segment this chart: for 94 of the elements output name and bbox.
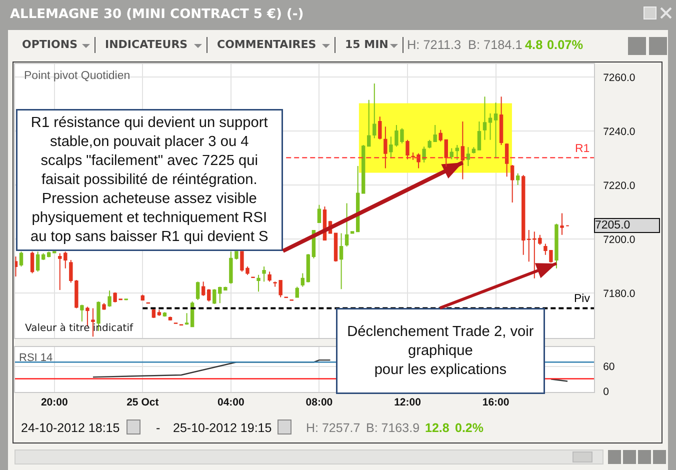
candlestick (339, 232, 344, 290)
candlestick (450, 148, 454, 160)
candlestick (482, 96, 487, 140)
text: 0.2% (455, 421, 484, 435)
candlestick (344, 202, 349, 247)
candlestick (140, 294, 144, 301)
candlestick (455, 144, 460, 160)
text: 25-10-2012 19:15 (173, 421, 272, 435)
candlestick (362, 144, 366, 194)
candlestick (46, 251, 51, 258)
candlestick (162, 312, 167, 318)
candlestick (207, 288, 211, 302)
candlestick (356, 166, 360, 232)
text: RSI 14 (19, 352, 53, 364)
candlestick (494, 102, 498, 159)
candlestick (196, 281, 200, 300)
text: OPTIONS (22, 38, 78, 51)
candlestick (268, 271, 272, 282)
text: - (156, 421, 160, 435)
candlestick (36, 251, 40, 272)
candlestick (212, 288, 216, 304)
annotation: Point pivot Quotidien (24, 70, 130, 82)
y-tick-label: 7180.0 (603, 288, 636, 300)
candlestick (124, 298, 128, 301)
candlestick (372, 82, 376, 139)
text: B: 7163.9 (366, 421, 420, 435)
text: 15 MIN (345, 38, 388, 51)
text: 12.8 (425, 421, 450, 435)
annotation: R1 résistance qui devient un support stable,on pouvait placer 3 ou 4 scalps "facilement" avec 7225 qui faisait possibilité de réintégration. Pression acheteuse assez visible physiquement et techniquement RSI au top sans baisser R1 qui devient S (30, 115, 268, 245)
candlestick (460, 121, 465, 180)
candlestick (102, 302, 106, 310)
text: 4.8 (525, 38, 543, 52)
candlestick (472, 146, 476, 154)
text: B: 7184.1 (468, 38, 522, 52)
candlestick (64, 251, 68, 269)
x-tick-label: 08:00 (306, 396, 333, 409)
y-tick-label: 7260.0 (603, 72, 636, 84)
candlestick (510, 164, 514, 203)
text: H: 7211.3 (407, 38, 462, 52)
candlestick (466, 146, 470, 167)
candlestick (157, 309, 162, 316)
x-tick-label: 12:00 (394, 396, 422, 409)
candlestick (19, 251, 24, 267)
text: COMMENTAIRES (217, 38, 316, 51)
candlestick (527, 230, 531, 262)
candlestick (522, 174, 526, 256)
x-tick-label: 16:00 (482, 396, 510, 409)
candlestick (560, 212, 564, 236)
y-tick-label: 0 (603, 386, 610, 398)
series-label: Piv (574, 293, 590, 305)
candlestick (516, 172, 520, 186)
candlestick (477, 121, 482, 150)
candlestick (168, 316, 172, 321)
candlestick (317, 204, 322, 224)
candlestick (30, 251, 34, 274)
x-tick-label: 20:00 (40, 396, 68, 409)
candlestick (300, 272, 305, 288)
candlestick (504, 142, 509, 178)
candlestick (41, 252, 46, 260)
candlestick (184, 312, 189, 326)
candlestick (438, 129, 442, 142)
x-tick-label: 04:00 (218, 396, 245, 409)
candlestick (444, 139, 448, 168)
candlestick (306, 254, 310, 283)
text: 24-10-2012 18:15 (21, 421, 120, 435)
annotation: Déclenchement Trade 2, voir graphique pour les explications (347, 324, 534, 378)
y-tick-label: 60 (603, 360, 615, 373)
candlestick (201, 281, 206, 296)
candlestick (58, 252, 62, 290)
candlestick (554, 223, 558, 269)
candlestick (108, 290, 112, 308)
text: INDICATEURS (105, 38, 188, 51)
text: H: 7257.7 (306, 421, 360, 435)
candlestick (256, 274, 260, 292)
candlestick (488, 112, 492, 140)
y-tick-label: 7200.0 (603, 234, 636, 246)
candlestick (406, 139, 410, 160)
candlestick (91, 308, 95, 338)
candlestick (499, 96, 504, 146)
candlestick (295, 286, 299, 298)
candlestick (262, 266, 266, 282)
chart-title: ALLEMAGNE 30 (MINI CONTRACT 5 €) (-) (10, 7, 304, 22)
candlestick (334, 232, 338, 262)
candlestick (367, 99, 371, 148)
annotation: 7205.0 (595, 220, 630, 232)
candlestick (384, 126, 388, 169)
x-tick-label: 25 Oct (126, 396, 160, 409)
text: 0.07% (547, 38, 583, 52)
candlestick (378, 116, 382, 140)
series-label: R1 (575, 143, 590, 155)
y-tick-label: 7220.0 (603, 180, 636, 192)
y-tick-label: 7240.0 (603, 126, 636, 138)
candlestick (350, 230, 354, 234)
candlestick (80, 304, 84, 322)
